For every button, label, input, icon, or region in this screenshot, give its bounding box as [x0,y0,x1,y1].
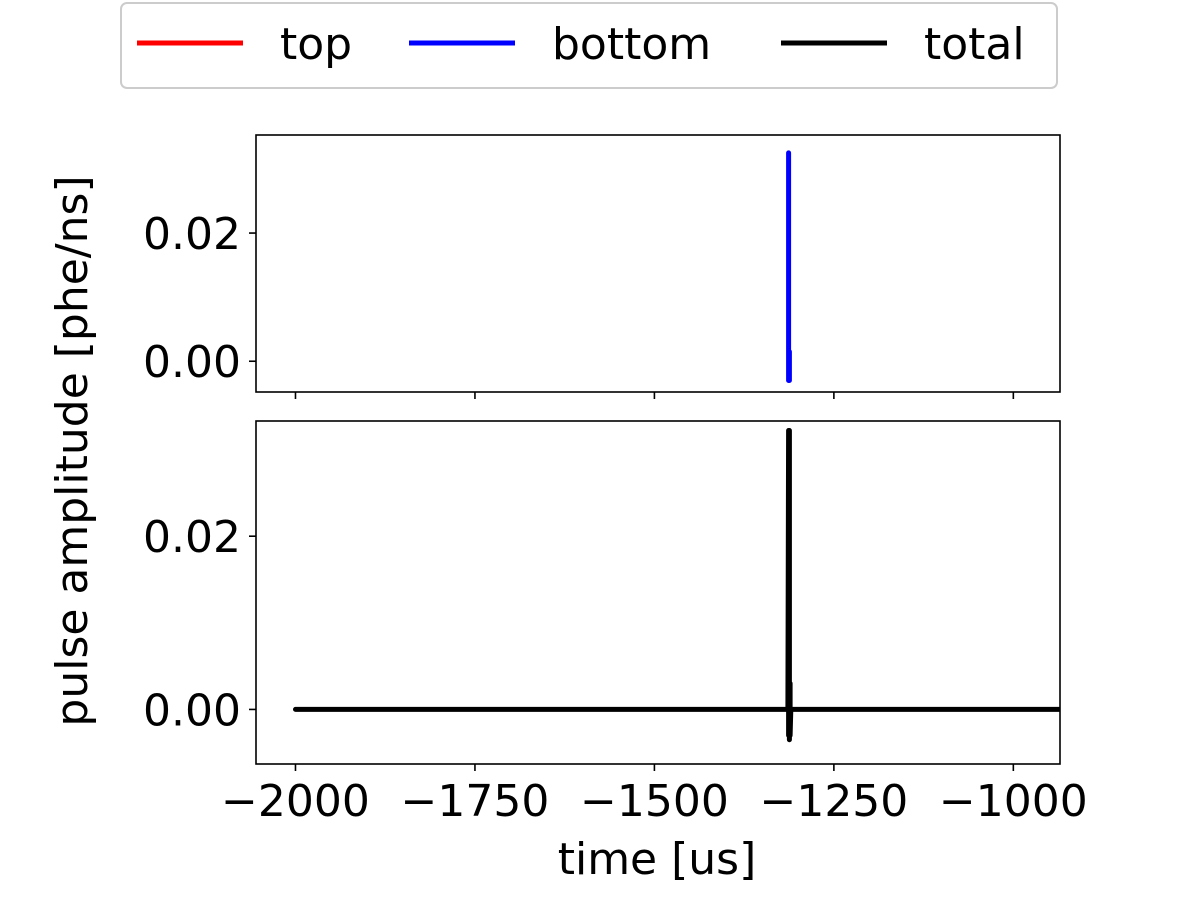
y-tick-label: 0.00 [143,337,241,388]
y-axis-title: pulse amplitude [phe/ns] [47,175,98,726]
panel-frame [255,134,1061,393]
x-tick-label: −1000 [939,776,1088,827]
y-tick-label: 0.02 [143,512,241,563]
panel-2: 0.00 0.02 −2000 −1750 −1500 −1250 −1000 [143,420,1088,827]
legend: top bottom total [120,2,1058,89]
legend-frame [120,2,1058,89]
y-tick-label: 0.00 [143,685,241,736]
y-tick-label: 0.02 [143,209,241,260]
x-tick-label: −2000 [221,776,370,827]
x-axis-title: time [us] [558,834,757,885]
x-tick-label: −1500 [580,776,729,827]
series-line-total [293,428,1060,743]
legend-label-bottom: bottom [552,19,711,70]
x-tick-label: −1750 [401,776,550,827]
legend-label-top: top [280,19,352,70]
series-line-bottom [786,150,792,383]
panel-1: 0.00 0.02 [143,134,1061,399]
panel-frame [255,420,1061,765]
x-tick-label: −1250 [759,776,908,827]
legend-label-total: total [924,19,1025,70]
